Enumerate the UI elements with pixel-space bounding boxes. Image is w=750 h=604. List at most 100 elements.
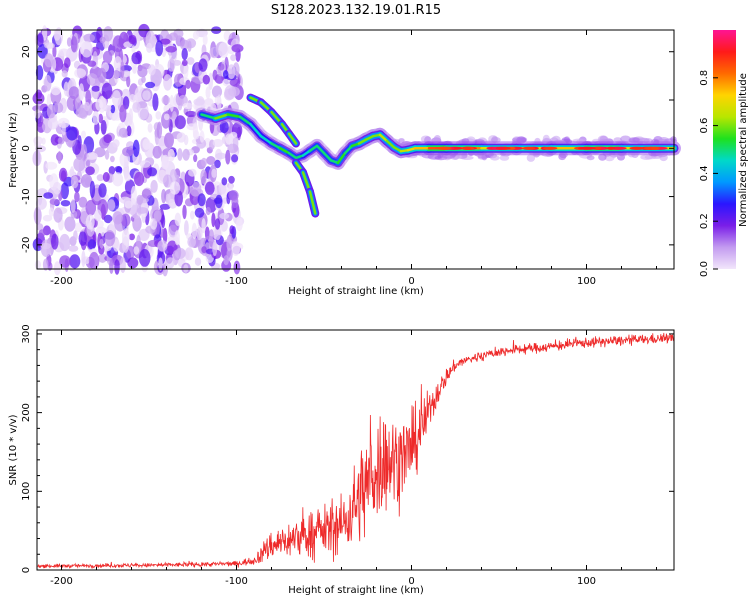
spectrogram-noise-blob [138,249,151,267]
spectrogram-noise-blob [66,37,72,47]
spectrogram-noise-blob [196,226,203,241]
spectrogram-noise-blob [66,126,78,141]
spectrogram-noise-blob [74,222,82,233]
spectrogram-noise-blob [59,255,71,268]
spectrogram-noise-blob [118,127,128,138]
spectrogram-noise-blob [198,58,208,72]
spectrogram-noise-blob [34,109,41,119]
spectrogram-y-axis-label: Frequency (Hz) [8,112,19,188]
tone-track-segment [357,138,368,145]
spectrogram-noise-blob [184,247,194,261]
spectrogram-noise-blob [40,242,51,250]
colorbar-ticks: 0.0 0.2 0.4 0.6 0.8 [699,70,718,277]
spectrogram-noise-blob [145,113,153,123]
spectrogram-noise-blob [85,199,97,216]
spectrogram-noise-blob [68,245,79,252]
spectrogram-halo-blob [499,155,510,161]
spectrogram-noise-blob [74,191,80,203]
spectrogram-noise-blob [104,230,116,247]
spectrogram-noise-blob [52,44,57,59]
colorbar-label: Normalized spectral amplitude [738,73,749,227]
tone-hotspot [461,146,471,150]
spectrogram-noise-blob [42,25,48,41]
snr-y-tick-label: 0 [21,567,32,573]
spectrogram-noise-blob [190,210,195,220]
spectrogram-noise-blob [222,70,229,79]
spectrogram-noise-blob [126,75,131,88]
spectrogram-noise-blob [97,67,107,83]
spectrogram-noise-blob [214,218,221,230]
spectrogram-noise-blob [38,193,43,206]
spectrogram-noise-blob [34,260,42,270]
side-branch-segment [308,190,317,215]
spectrogram-noise-blob [88,251,100,270]
spectrogram-noise-blob [42,258,49,271]
spectrogram-noise-blob [136,194,144,205]
spectrogram-noise-blob [174,115,186,130]
spectrogram-noise-blob [163,74,173,91]
spectrogram-noise-blob [66,95,78,111]
spectrogram-noise-blob [113,56,123,72]
snr-background [37,330,674,570]
spectrogram-y-tick-label: 10 [21,94,32,107]
spectrogram-noise-blob [188,168,197,177]
spectrogram-noise-blob [132,102,141,113]
spectrogram-noise-blob [49,198,60,206]
snr-frame [36,329,675,571]
tone-track-segment [364,134,375,141]
spectrogram-noise-blob [172,111,177,120]
spectrogram-noise-blob [228,175,235,184]
spectrogram-noise-blob [136,207,149,214]
spectrogram-noise-blob [44,53,54,68]
spectrogram-noise-blob [48,207,55,217]
spectrogram-noise-blob [153,210,162,222]
spectrogram-noise-blob [84,101,90,112]
spectrogram-noise-blob [86,73,98,86]
spectrogram-noise-blob [176,132,186,143]
spectrogram-noise-blob [98,183,107,198]
spectrogram-halo-blob [597,135,609,144]
spectrogram-x-tick-label: -100 [225,276,248,287]
spectrogram-noise-blob [193,130,200,140]
spectrogram-noise-blob [142,138,151,150]
spectrogram-noise-blob [185,110,197,118]
spectrogram-noise-blob [43,192,54,199]
spectrogram-noise-blob [200,169,207,185]
spectrogram-y-tick-label: 20 [21,45,32,58]
spectrogram-noise-blob [182,102,193,110]
spectrogram-noise-blob [227,143,239,154]
spectrogram-noise-blob [193,98,205,106]
spectrogram-noise-blob [85,160,91,167]
spectrogram-noise-blob [70,199,76,213]
spectrogram-noise-blob [101,82,113,100]
spectrogram-noise-blob [181,48,188,61]
tone-track-segment [270,142,282,150]
spectrogram-noise-blob [211,212,216,228]
spectrogram-noise-blob [131,45,136,53]
spectrogram-noise-blob [120,61,125,79]
spectrogram-noise-blob [104,149,110,160]
spectrogram-noise-blob [187,40,192,52]
spectrogram-noise-blob [194,207,205,218]
spectrogram-halo-blob [628,137,640,143]
spectrogram-noise-blob [87,239,97,250]
spectrogram-frame [36,29,675,270]
tone-track-segment [385,139,396,149]
spectrogram-noise-blob [221,177,228,186]
spectrogram-noise-blob [79,36,85,55]
spectrogram-noise-blob [109,259,114,274]
spectrogram-noise-blob [121,228,130,246]
spectrogram-noise-blob [192,30,200,40]
spectrogram-noise-blob [70,175,79,189]
spectrogram-noise-blob [126,125,132,137]
spectrogram-noise-blob [124,173,131,182]
spectrogram-x-tick-label: -200 [50,276,73,287]
spectrogram-noise-blob [229,78,241,87]
spectrogram-halo-blob [433,135,441,143]
tone-hotspot [435,146,452,150]
tone-track-segment [249,122,263,138]
spectrogram-halo-blob [598,153,607,161]
spectrogram-x-tick-label: 100 [577,276,596,287]
spectrogram-noise-blob [212,139,224,147]
